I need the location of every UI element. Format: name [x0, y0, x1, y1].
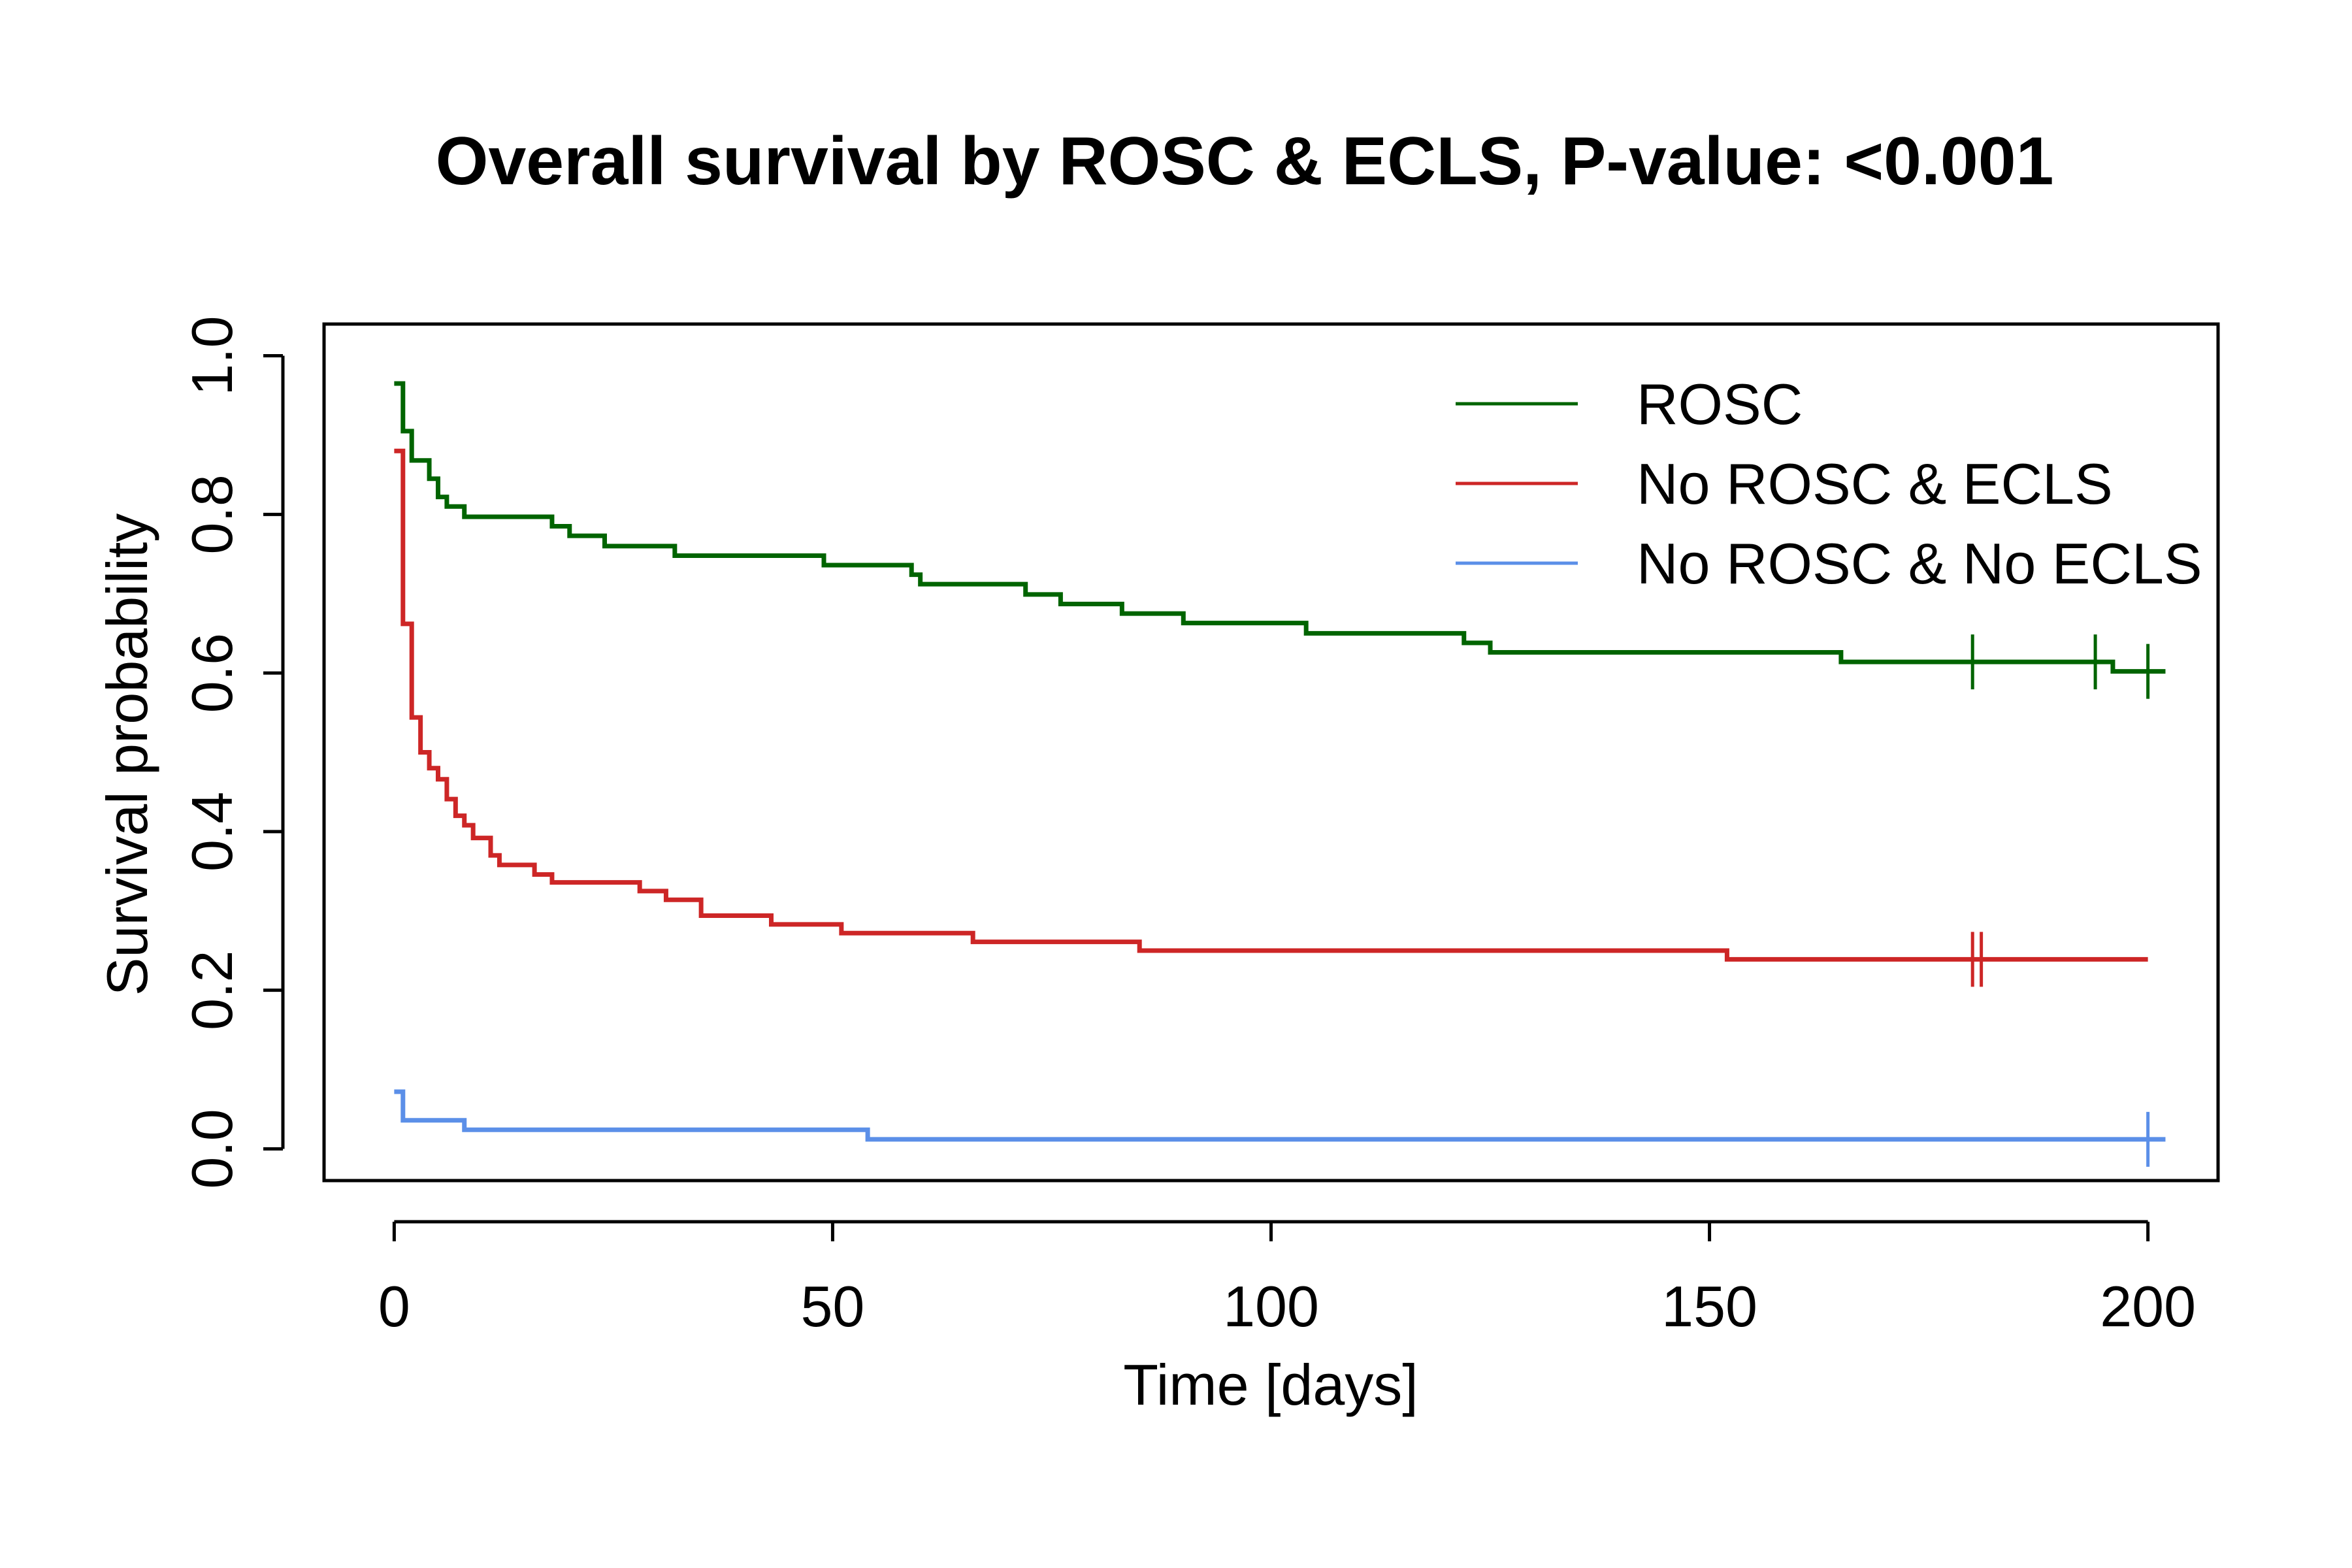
- x-axis-label: Time [days]: [1123, 1352, 1418, 1417]
- series-line-rosc: [394, 381, 2166, 674]
- x-tick-label: 100: [1223, 1274, 1319, 1339]
- chart-title: Overall survival by ROSC & ECLS, P-value…: [436, 123, 2054, 199]
- y-tick-label: 1.0: [180, 316, 244, 395]
- series-lines: [394, 381, 2166, 1167]
- x-tick-label: 0: [378, 1274, 410, 1339]
- y-tick-label: 0.6: [180, 633, 244, 713]
- axes: 0 50 100 150 200 0.0 0.2 0.4 0.6 0.8 1.0: [180, 316, 2196, 1339]
- x-tick-label: 200: [2100, 1274, 2196, 1339]
- x-tick-label: 150: [1661, 1274, 1757, 1339]
- y-tick-label: 0.0: [180, 1109, 244, 1188]
- y-tick-label: 0.4: [180, 792, 244, 872]
- legend-label-no-rosc-ecls: No ROSC & ECLS: [1637, 451, 2113, 516]
- x-tick-label: 50: [800, 1274, 864, 1339]
- series-line-no-rosc-no-ecls: [394, 1089, 2166, 1142]
- legend: ROSC No ROSC & ECLS No ROSC & No ECLS: [1456, 372, 2202, 596]
- legend-label-rosc: ROSC: [1637, 372, 1803, 436]
- y-axis-label: Survival probability: [95, 514, 159, 996]
- y-tick-label: 0.8: [180, 474, 244, 554]
- series-line-no-rosc-ecls: [394, 448, 2148, 962]
- legend-label-no-rosc-no-ecls: No ROSC & No ECLS: [1637, 531, 2202, 596]
- y-tick-label: 0.2: [180, 950, 244, 1030]
- plot-frame: [322, 322, 2220, 1183]
